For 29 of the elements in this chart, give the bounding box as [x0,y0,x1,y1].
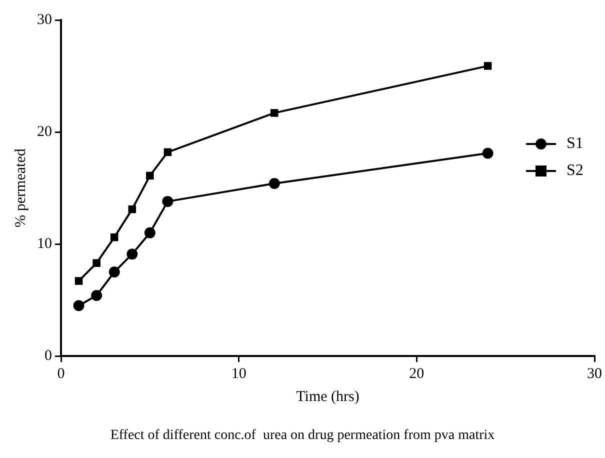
y-tick-label: 0 [44,348,52,364]
legend-label: S2 [566,162,584,180]
y-tick-label: 20 [37,124,52,140]
x-tick-label: 20 [409,366,424,382]
x-tick-label: 30 [587,366,602,382]
point [144,227,156,238]
point [126,248,138,260]
y-tick-label: 30 [37,12,52,28]
point [164,148,172,156]
legend-label: S1 [566,135,584,154]
point [484,62,492,70]
point [128,205,136,214]
x-axis-title: Time (hrs) [296,388,360,405]
y-tick-label: 10 [37,236,52,252]
text: Effect of different conc.of urea on drug permeation from pva matrix [109,428,496,444]
y-axis-title: % permeated [12,148,29,228]
point [74,277,83,285]
point [91,290,102,302]
point [73,300,84,312]
point [162,196,174,207]
point [92,259,100,267]
point [146,172,154,180]
x-tick-label: 0 [57,366,65,382]
point [108,266,120,278]
point [268,178,280,190]
x-tick-label: 10 [231,366,246,382]
point [270,109,278,117]
point [110,233,118,242]
point [482,148,494,159]
